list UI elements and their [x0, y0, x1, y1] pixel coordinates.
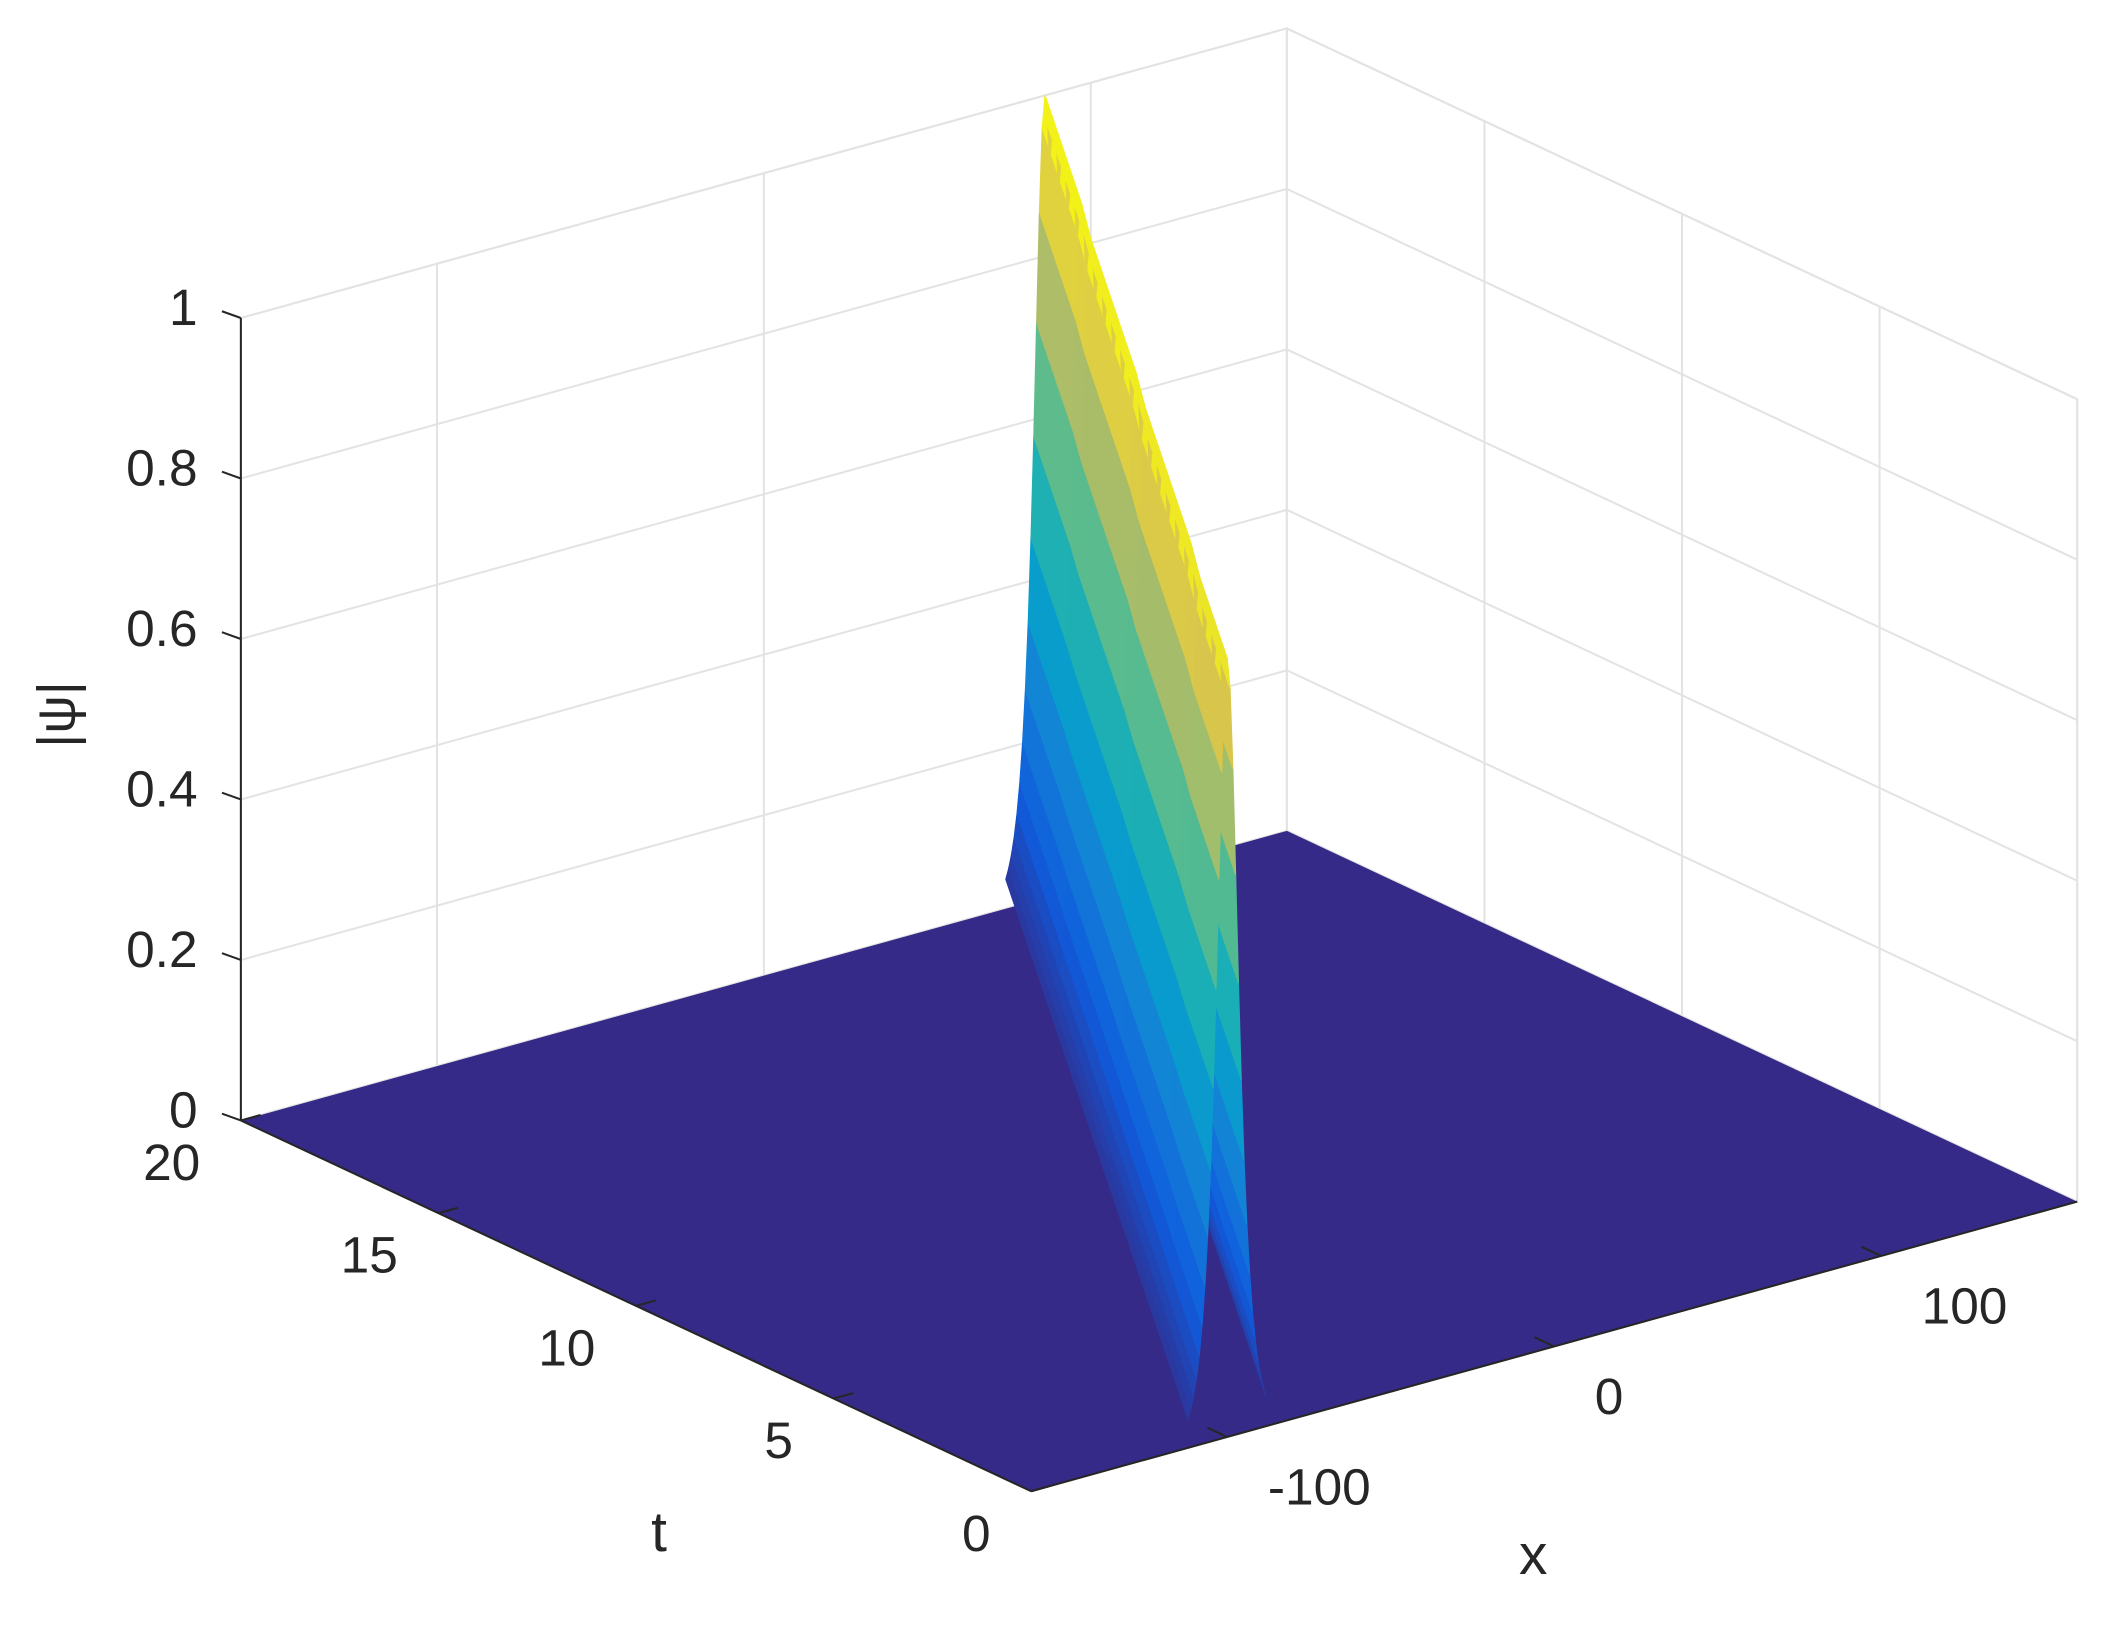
t-tick-label: 10 [538, 1318, 595, 1376]
x-tick [1207, 1426, 1228, 1438]
t-tick [240, 1114, 261, 1122]
z-tick [221, 791, 242, 801]
z-axis-label: |ψ| [27, 681, 87, 748]
z-tick-label: 0.4 [126, 759, 197, 817]
t-axis-label: t [651, 1501, 667, 1564]
x-axis-label: x [1519, 1524, 1547, 1587]
z-tick-label: 0.8 [126, 438, 197, 496]
x-tick [1533, 1336, 1555, 1348]
x-tick-label: 100 [1922, 1277, 2008, 1335]
grid-line [240, 508, 2078, 882]
z-tick [221, 310, 242, 319]
ridge-layer [1005, 95, 1268, 1422]
z-tick-label: 0 [169, 1080, 198, 1138]
z-tick-label: 0.2 [126, 920, 197, 978]
z-tick [221, 1112, 242, 1122]
x-tick-label: 0 [1595, 1367, 1624, 1425]
z-tick [221, 631, 242, 640]
z-tick [221, 952, 242, 961]
grid-line [240, 27, 2078, 401]
t-tick [635, 1299, 656, 1307]
t-tick-label: 15 [341, 1226, 398, 1284]
z-tick [221, 470, 242, 480]
x-tick [1860, 1245, 1882, 1257]
t-tick-label: 5 [764, 1411, 793, 1469]
z-tick-label: 1 [169, 278, 198, 336]
grid-line [240, 187, 2078, 561]
grid-line [240, 669, 2078, 1043]
t-tick-label: 0 [962, 1504, 991, 1562]
x-tick-label: -100 [1268, 1458, 1371, 1516]
t-tick-label: 20 [143, 1133, 200, 1191]
t-tick [833, 1392, 854, 1400]
walls [239, 26, 2079, 1204]
surface-patch [1217, 631, 1231, 689]
t-tick [438, 1206, 459, 1215]
grid-line [240, 348, 2078, 722]
z-tick-label: 0.6 [126, 599, 197, 657]
